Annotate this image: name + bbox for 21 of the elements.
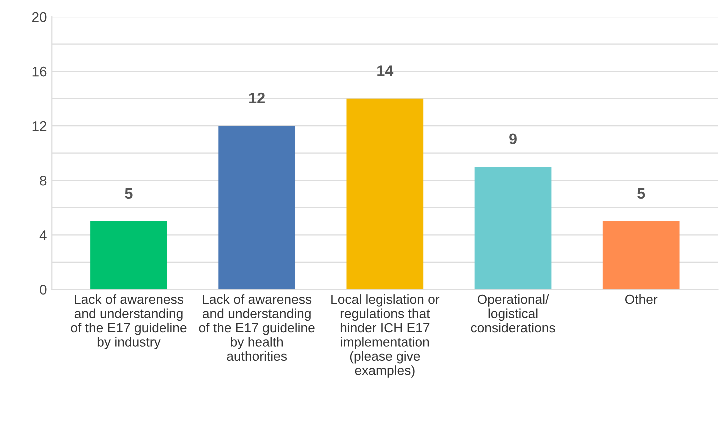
- y-tick-label: 8: [40, 176, 47, 186]
- data-label: 5: [125, 188, 133, 200]
- y-tick-label: 16: [32, 66, 47, 77]
- bar: [90, 222, 168, 290]
- data-label: 5: [638, 188, 646, 200]
- y-tick-label: 20: [32, 12, 47, 22]
- data-label: 14: [378, 66, 394, 76]
- bar: [346, 98, 424, 290]
- x-tick-label: Other: [625, 294, 658, 304]
- x-tick-label: Local legislation or regulations that hinder ICH E17 implementation (please give examples): [332, 294, 440, 378]
- bar: [474, 166, 552, 290]
- data-label: 9: [510, 134, 517, 145]
- x-tick-label: Operational/ logistical considerations: [471, 294, 556, 333]
- data-label: 12: [250, 92, 265, 104]
- y-tick-label: 4: [40, 230, 47, 240]
- bar: [602, 222, 680, 290]
- x-tick-label: Lack of awareness and understanding of the E17 guideline by health authorities: [199, 294, 315, 362]
- bar: [218, 126, 296, 290]
- y-tick-label: 12: [32, 121, 47, 132]
- y-tick-label: 0: [40, 285, 47, 295]
- x-tick-label: Lack of awareness and understanding of the E17 guideline by industry: [71, 294, 187, 350]
